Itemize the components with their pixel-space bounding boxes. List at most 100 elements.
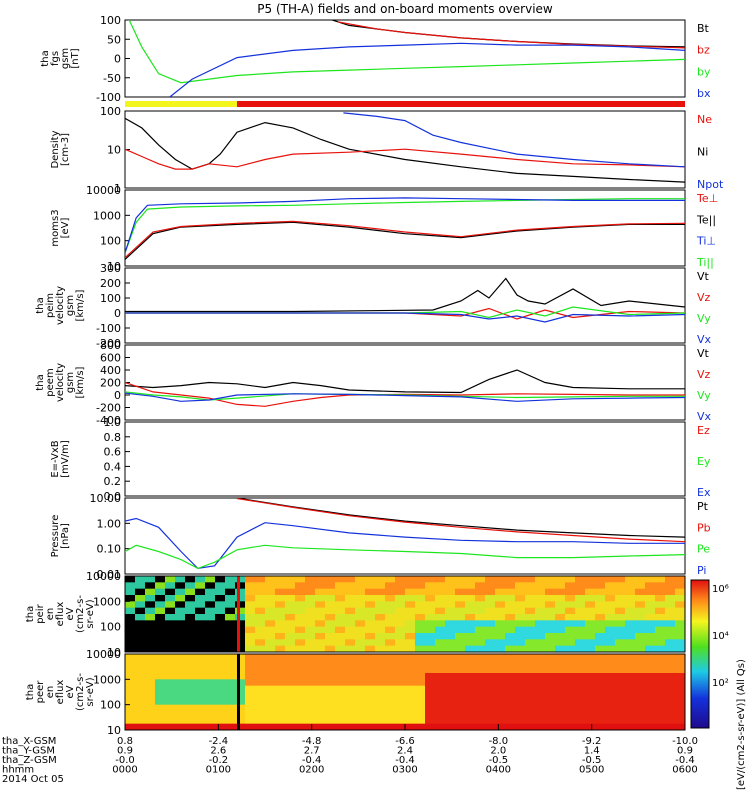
ytick-label: 10.00	[90, 492, 122, 505]
heatmap-cell	[185, 588, 196, 596]
heatmap-cell	[135, 633, 146, 640]
heatmap-cell	[655, 582, 666, 590]
ylabel-line: tha	[25, 606, 36, 622]
heatmap-cell	[625, 645, 636, 652]
heatmap-cell	[515, 645, 526, 652]
heatmap-cell	[155, 660, 166, 668]
heatmap-cell	[245, 620, 256, 628]
heatmap-cell	[595, 704, 606, 712]
heatmap-cell	[455, 601, 466, 609]
heatmap-cell	[185, 645, 196, 652]
heatmap-cell	[425, 717, 436, 725]
heatmap-cell	[155, 595, 166, 602]
heatmap-cell	[195, 595, 206, 602]
heatmap-cell	[665, 607, 676, 615]
heatmap-cell	[675, 601, 685, 609]
heatmap-cell	[335, 595, 346, 602]
series-line-Vx	[125, 392, 685, 402]
heatmap-cell	[355, 704, 366, 712]
heatmap-cell	[205, 595, 216, 602]
heatmap-cell	[235, 679, 246, 687]
ytick-label: -100	[96, 322, 121, 335]
ylabel-line: [nPa]	[60, 523, 71, 549]
heatmap-cell	[395, 576, 406, 583]
heatmap-cell	[535, 666, 546, 674]
heatmap-cell	[335, 645, 346, 652]
heatmap-cell	[145, 673, 156, 680]
heatmap-cell	[235, 620, 246, 628]
heatmap-cell	[265, 614, 276, 621]
heatmap-cell	[385, 601, 396, 609]
heatmap-cell	[465, 673, 476, 680]
ylabel: tha fgs gsm [nT]	[40, 48, 81, 69]
heatmap-cell	[405, 595, 416, 602]
ytick-label: 10	[107, 144, 121, 157]
heatmap-cell	[355, 626, 366, 634]
heatmap-cell	[315, 601, 326, 609]
heatmap-cell	[315, 639, 326, 647]
heatmap-cell	[465, 620, 476, 628]
heatmap-cell	[605, 645, 616, 652]
heatmap-cell	[155, 614, 166, 621]
heatmap-cell	[465, 698, 476, 706]
heatmap-cell	[435, 595, 446, 602]
heatmap-cell	[215, 704, 226, 712]
ylabel-line: E=-VxB	[50, 440, 61, 477]
heatmap-cell	[425, 673, 436, 680]
heatmap-cell	[375, 654, 386, 661]
heatmap-cell	[185, 723, 196, 730]
heatmap-cell	[545, 692, 556, 699]
heatmap-cell	[585, 582, 596, 590]
heatmap-cell	[495, 601, 506, 609]
heatmap-cell	[365, 666, 376, 674]
heatmap-cell	[435, 614, 446, 621]
heatmap-cell	[135, 692, 146, 699]
heatmap-cell	[635, 666, 646, 674]
heatmap-cell	[595, 601, 606, 609]
legend-item: Ey	[697, 455, 711, 468]
heatmap-cell	[315, 666, 326, 674]
heatmap-cell	[395, 711, 406, 718]
heatmap-cell	[325, 633, 336, 640]
heatmap-cell	[455, 595, 466, 602]
heatmap-cell	[505, 711, 516, 718]
heatmap-cell	[245, 645, 256, 652]
heatmap-cell	[615, 698, 626, 706]
heatmap-cell	[125, 595, 136, 602]
ytick-label: 600	[100, 352, 121, 365]
ytick-label: 200	[100, 277, 121, 290]
heatmap-cell	[575, 620, 586, 628]
heatmap-cell	[655, 698, 666, 706]
heatmap-cell	[215, 666, 226, 674]
heatmap-cell	[135, 626, 146, 634]
heatmap-cell	[185, 711, 196, 718]
heatmap-cell	[615, 685, 626, 693]
heatmap-cell	[205, 588, 216, 596]
heatmap-cell	[345, 679, 356, 687]
heatmap-cell	[405, 660, 416, 668]
series-line-Pb	[236, 498, 685, 543]
heatmap-cell	[505, 626, 516, 634]
heatmap-cell	[165, 639, 176, 647]
heatmap-cell	[595, 711, 606, 718]
ylabel-line: tha	[40, 50, 51, 66]
heatmap-cell	[315, 685, 326, 693]
heatmap-cell	[665, 582, 676, 590]
heatmap-cell	[485, 633, 496, 640]
heatmap-cell	[385, 639, 396, 647]
heatmap-cell	[515, 654, 526, 661]
heatmap-cell	[385, 711, 396, 718]
heatmap-cell	[525, 711, 536, 718]
heatmap-cell	[315, 588, 326, 596]
heatmap-cell	[195, 673, 206, 680]
heatmap-cell	[495, 685, 506, 693]
heatmap-cell	[215, 673, 226, 680]
ytick-label: -100	[96, 91, 121, 104]
heatmap-cell	[185, 607, 196, 615]
heatmap-cell	[485, 692, 496, 699]
heatmap-cell	[375, 692, 386, 699]
heatmap-cell	[125, 576, 136, 583]
heatmap-cell	[595, 633, 606, 640]
heatmap-cell	[185, 582, 196, 590]
heatmap-cell	[195, 626, 206, 634]
